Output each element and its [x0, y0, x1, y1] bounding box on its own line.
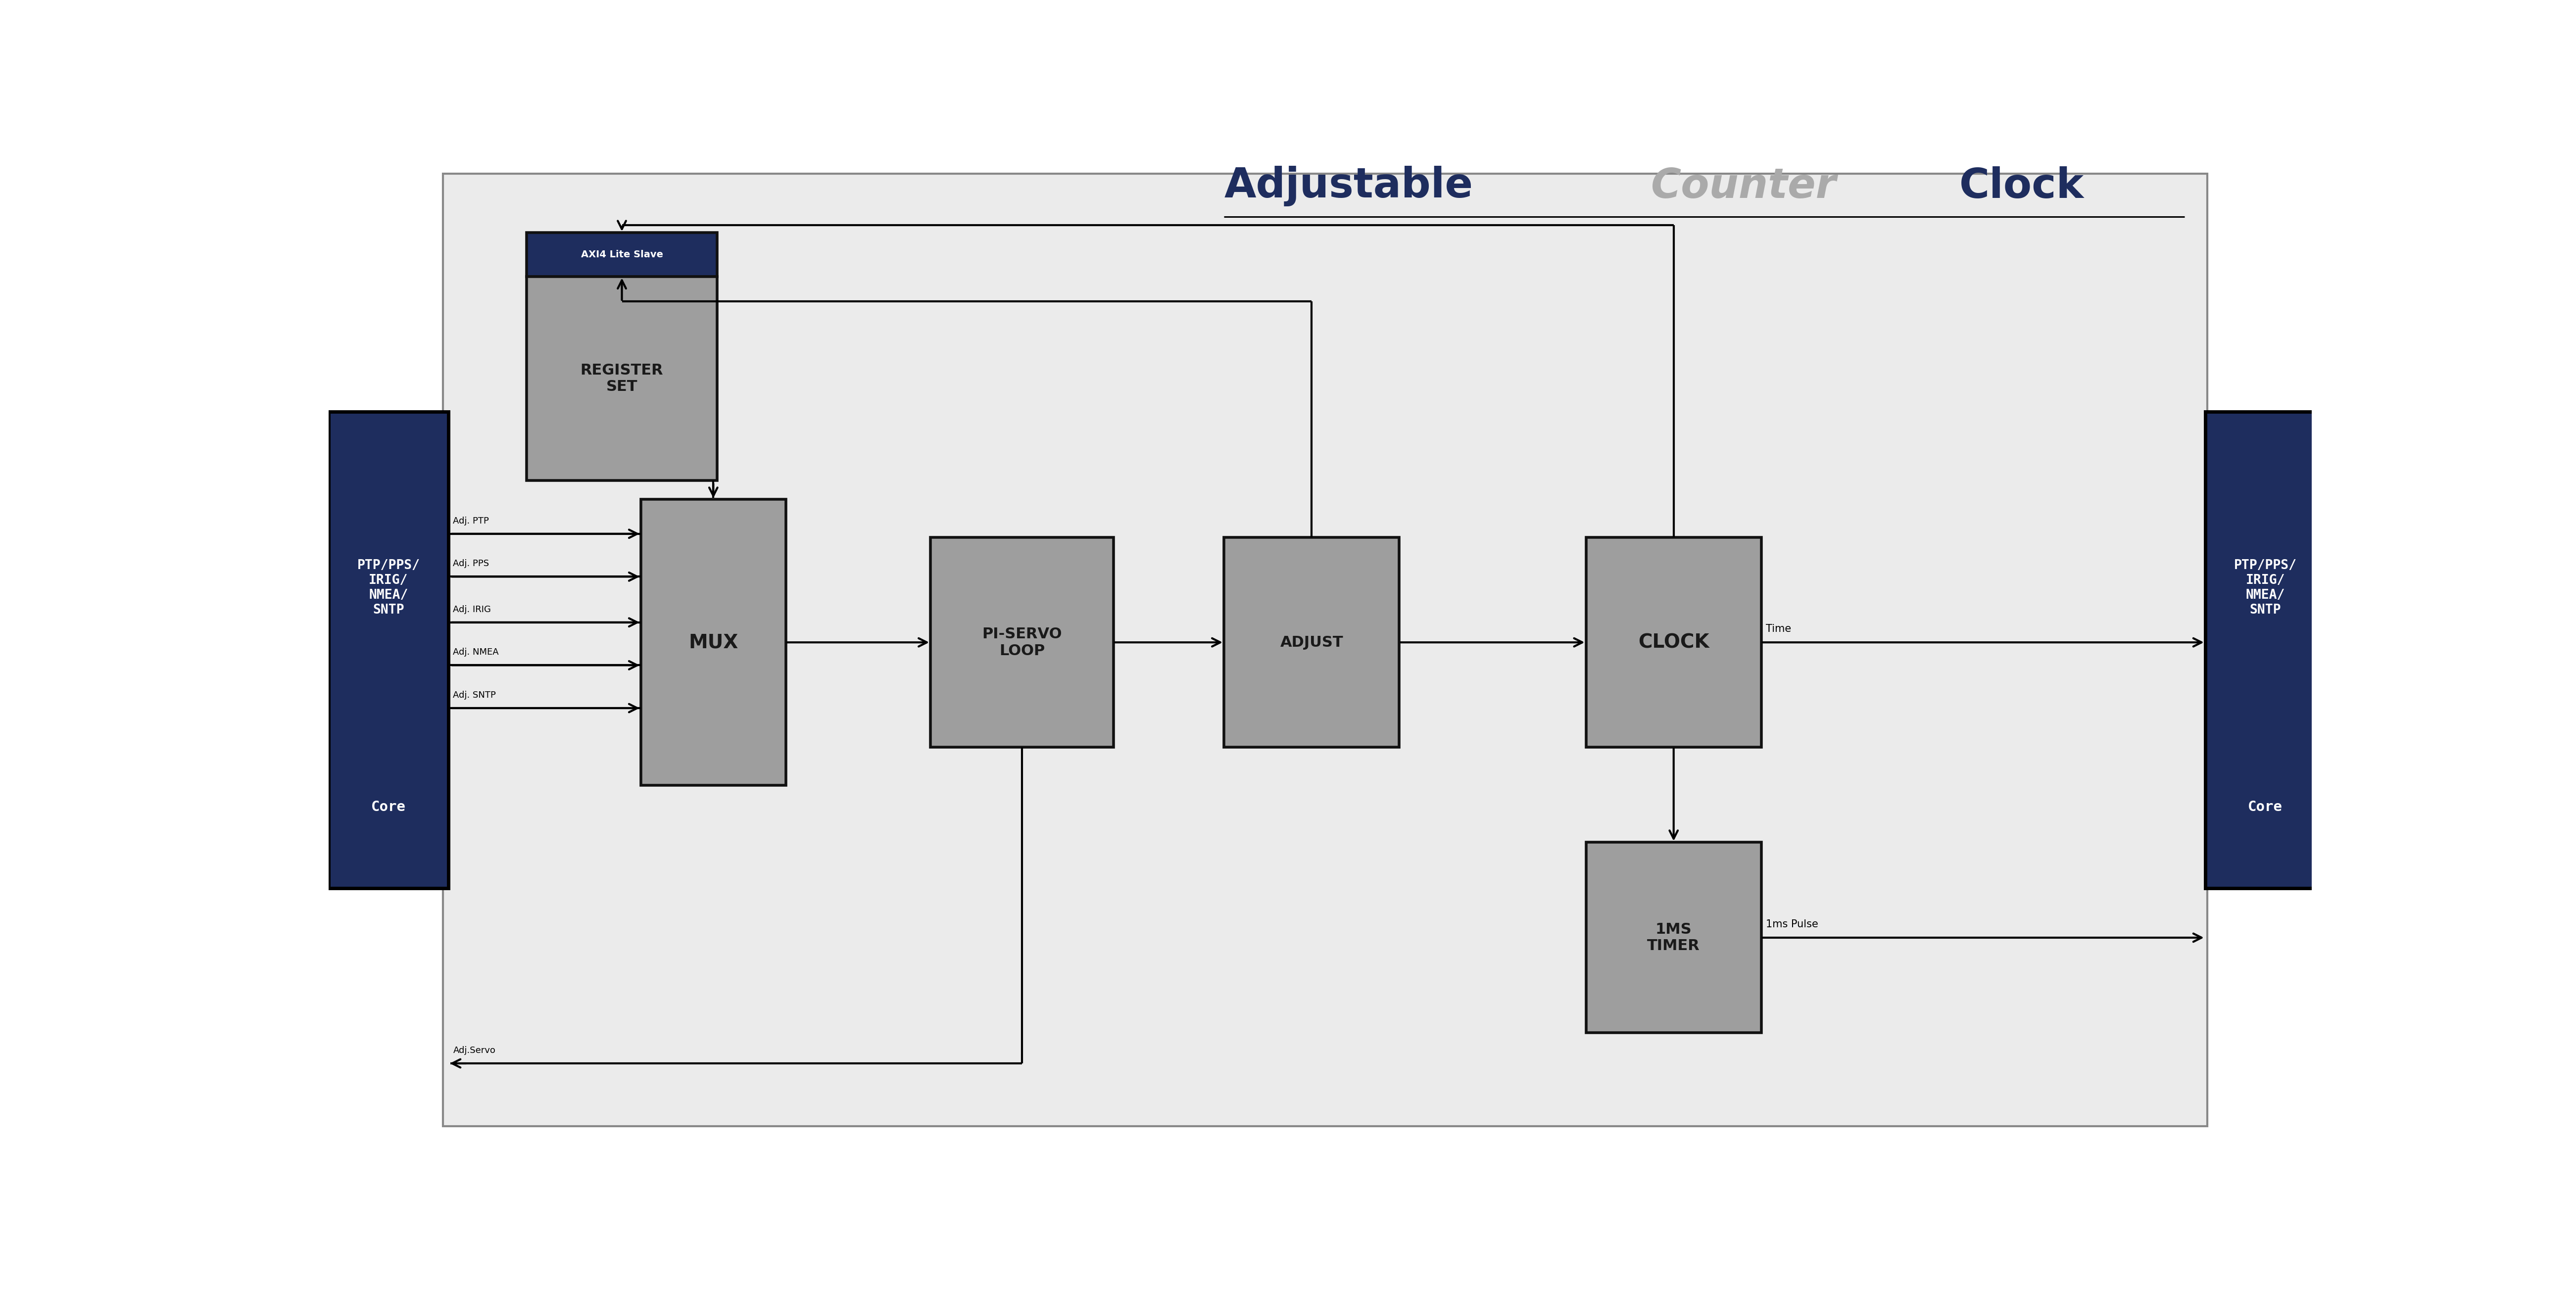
- Text: Adj.Servo: Adj.Servo: [453, 1047, 495, 1054]
- FancyBboxPatch shape: [1224, 538, 1399, 748]
- FancyBboxPatch shape: [930, 538, 1113, 748]
- FancyBboxPatch shape: [1587, 843, 1762, 1032]
- Text: REGISTER
SET: REGISTER SET: [580, 363, 665, 394]
- Text: Adj. SNTP: Adj. SNTP: [453, 691, 497, 700]
- FancyBboxPatch shape: [641, 500, 786, 785]
- Text: Adj. PPS: Adj. PPS: [453, 559, 489, 568]
- Text: 1ms Pulse: 1ms Pulse: [1767, 919, 1819, 929]
- Text: 1MS
TIMER: 1MS TIMER: [1646, 922, 1700, 953]
- Text: ADJUST: ADJUST: [1280, 635, 1342, 650]
- Text: CLOCK: CLOCK: [1638, 633, 1710, 652]
- Text: Time: Time: [1767, 624, 1790, 634]
- Text: Core: Core: [2249, 800, 2282, 815]
- Text: Adjustable: Adjustable: [1224, 165, 1473, 206]
- Text: Counter: Counter: [1651, 166, 1837, 206]
- Text: Adj. NMEA: Adj. NMEA: [453, 648, 500, 657]
- Text: Clock: Clock: [1960, 166, 2084, 206]
- Text: Adj. PTP: Adj. PTP: [453, 517, 489, 526]
- Text: PTP/PPS/
IRIG/
NMEA/
SNTP: PTP/PPS/ IRIG/ NMEA/ SNTP: [2233, 559, 2298, 616]
- FancyBboxPatch shape: [526, 233, 716, 277]
- Text: PI-SERVO
LOOP: PI-SERVO LOOP: [981, 626, 1061, 657]
- FancyBboxPatch shape: [2205, 412, 2326, 888]
- FancyBboxPatch shape: [1587, 538, 1762, 748]
- Text: Adj. IRIG: Adj. IRIG: [453, 605, 492, 614]
- FancyBboxPatch shape: [526, 277, 716, 481]
- Text: AXI4 Lite Slave: AXI4 Lite Slave: [580, 250, 662, 259]
- FancyBboxPatch shape: [443, 174, 2208, 1127]
- FancyBboxPatch shape: [330, 412, 448, 888]
- Text: PTP/PPS/
IRIG/
NMEA/
SNTP: PTP/PPS/ IRIG/ NMEA/ SNTP: [358, 559, 420, 616]
- Text: Core: Core: [371, 800, 407, 815]
- Text: MUX: MUX: [688, 633, 739, 652]
